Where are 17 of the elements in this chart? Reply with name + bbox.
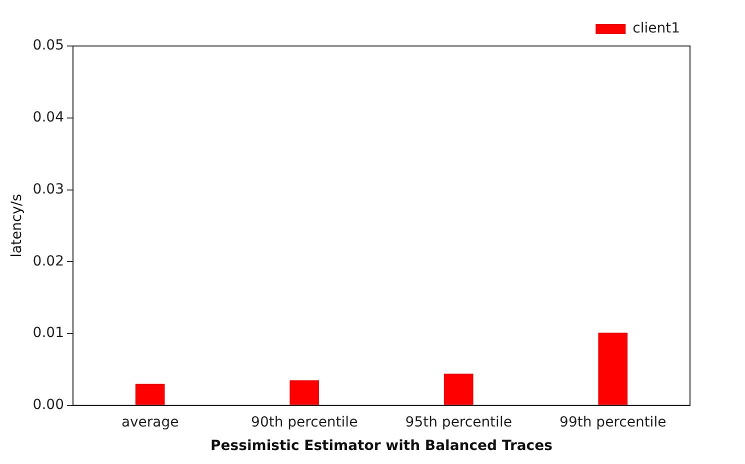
x-tick-label: 90th percentile <box>251 414 358 430</box>
legend-label: client1 <box>632 20 680 37</box>
x-tick-label: 99th percentile <box>560 414 666 430</box>
bar <box>135 384 165 405</box>
y-tick-label: 0.04 <box>32 110 64 126</box>
bar <box>598 332 628 405</box>
y-tick-label: 0.00 <box>32 397 64 414</box>
x-tick-label: 95th percentile <box>405 414 512 430</box>
x-tick-label: average <box>121 414 179 430</box>
y-tick-label: 0.01 <box>32 325 64 342</box>
y-tick-label: 0.05 <box>32 38 64 54</box>
bar <box>444 374 474 405</box>
bar <box>290 380 320 405</box>
y-axis-title: latency/s <box>9 194 26 258</box>
y-tick-label: 0.02 <box>32 253 64 270</box>
y-tick-label: 0.03 <box>32 181 64 198</box>
x-axis-title: Pessimistic Estimator with Balanced Traces <box>210 438 552 454</box>
